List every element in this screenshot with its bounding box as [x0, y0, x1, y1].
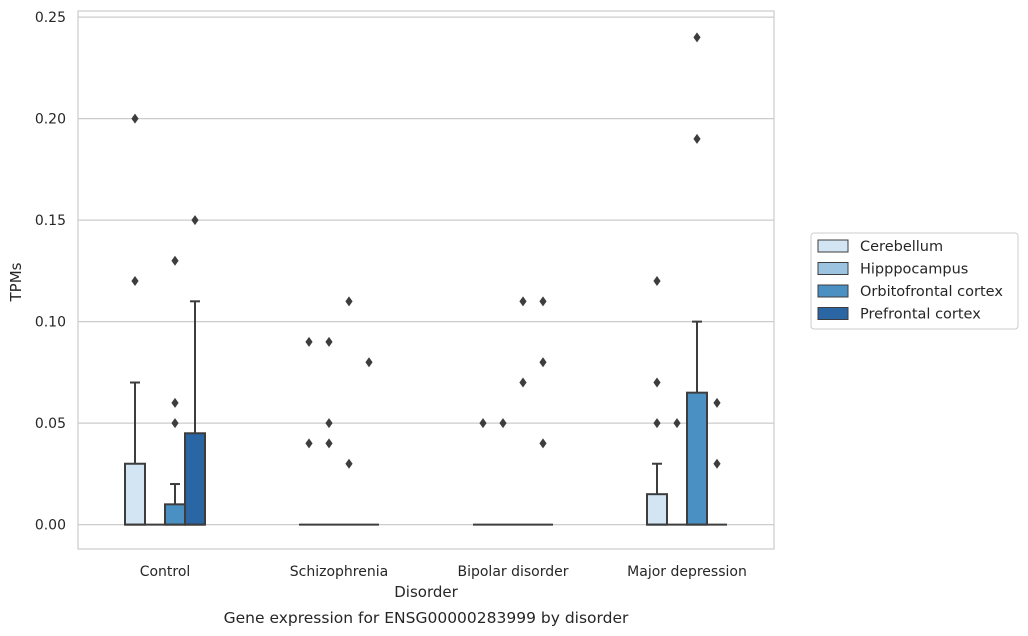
legend-label: Cerebellum	[860, 239, 943, 255]
outlier-point	[653, 276, 661, 287]
chart-caption: Gene expression for ENSG00000283999 by d…	[224, 609, 629, 627]
box-cerebellum	[124, 381, 146, 526]
boxes	[124, 300, 727, 526]
x-axis-ticks: Control Schizophrenia Bipolar disorder Majo…	[140, 564, 747, 580]
legend-label: Orbitofrontal cortex	[860, 284, 1003, 300]
box-body	[686, 391, 708, 526]
box-body	[164, 503, 186, 526]
x-tick-label: Bipolar disorder	[457, 564, 568, 580]
outlier-point	[131, 113, 139, 124]
legend: Cerebellum Hipppocampus Orbitofrontal cort…	[810, 232, 1019, 330]
outlier-point	[519, 377, 527, 388]
outlier-point	[653, 377, 661, 388]
outlier-point	[305, 336, 313, 347]
y-tick-label: 0.15	[35, 213, 66, 229]
y-tick-label: 0.20	[35, 112, 66, 128]
box-cerebellum	[646, 462, 668, 526]
box-orbitofrontal-cortex	[686, 320, 708, 526]
outlier-point	[693, 32, 701, 43]
outliers	[131, 32, 721, 469]
x-tick-label: Schizophrenia	[290, 564, 388, 580]
gridlines	[78, 16, 774, 526]
box-body	[646, 493, 668, 526]
outlier-point	[191, 215, 199, 226]
outlier-point	[693, 133, 701, 144]
box-body	[124, 462, 146, 526]
legend-swatch	[817, 307, 849, 320]
legend-label: Prefrontal cortex	[860, 307, 981, 323]
x-tick-label: Control	[140, 564, 191, 580]
plot-frame	[77, 10, 775, 550]
outlier-point	[713, 458, 721, 469]
legend-swatch	[817, 262, 849, 275]
x-tick-label: Major depression	[627, 564, 747, 580]
y-axis-label: TPMs	[7, 262, 25, 302]
outlier-point	[653, 418, 661, 429]
outlier-point	[539, 438, 547, 449]
outlier-point	[325, 418, 333, 429]
y-tick-label: 0.05	[35, 416, 66, 432]
outlier-point	[539, 296, 547, 307]
outlier-point	[325, 438, 333, 449]
outlier-point	[325, 336, 333, 347]
outlier-point	[539, 357, 547, 368]
outlier-point	[171, 397, 179, 408]
box-body	[184, 432, 206, 526]
outlier-point	[365, 357, 373, 368]
outlier-point	[345, 296, 353, 307]
y-tick-label: 0.25	[35, 10, 66, 26]
legend-swatch	[817, 284, 849, 298]
y-tick-label: 0.10	[35, 315, 66, 331]
outlier-point	[171, 418, 179, 429]
outlier-point	[305, 438, 313, 449]
x-axis-label: Disorder	[394, 583, 458, 601]
outlier-point	[499, 418, 507, 429]
outlier-point	[713, 397, 721, 408]
outlier-point	[673, 418, 681, 429]
outlier-point	[479, 418, 487, 429]
legend-label: Hipppocampus	[860, 262, 968, 278]
legend-frame	[810, 232, 1019, 330]
outlier-point	[171, 255, 179, 266]
box-prefrontal-cortex	[184, 300, 206, 526]
outlier-point	[519, 296, 527, 307]
box-orbitofrontal-cortex	[164, 483, 186, 526]
y-tick-label: 0.00	[35, 518, 66, 534]
y-axis-ticks: 0.00 0.05 0.10 0.15 0.20 0.25	[35, 10, 66, 534]
legend-swatch	[817, 239, 849, 253]
outlier-point	[345, 458, 353, 469]
outlier-point	[131, 276, 139, 287]
